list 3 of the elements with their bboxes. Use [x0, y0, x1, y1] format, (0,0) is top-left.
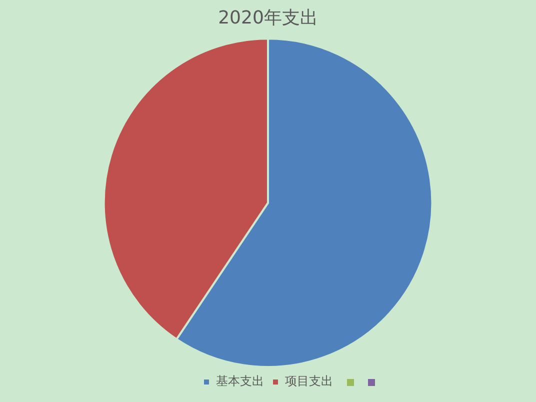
legend-label: 项目支出 [285, 374, 333, 388]
legend-label: 基本支出 [216, 374, 264, 388]
chart-title: 2020年支出 [218, 7, 318, 28]
